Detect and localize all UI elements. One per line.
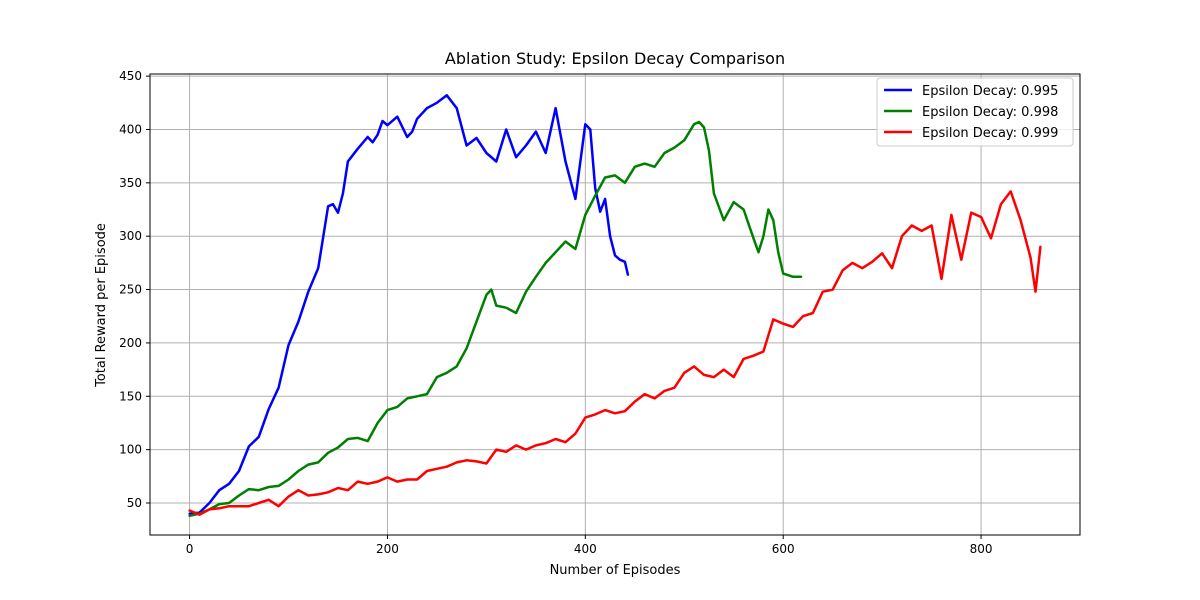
x-tick-label-400: 400 xyxy=(574,542,597,556)
series-line-0 xyxy=(188,94,630,515)
grid-lines xyxy=(150,74,1080,535)
y-tick-label-150: 150 xyxy=(119,389,142,403)
y-tick-label-450: 450 xyxy=(119,69,142,83)
plot-frame xyxy=(149,73,1081,536)
legend-box xyxy=(876,77,1074,147)
x-axis-label: Number of Episodes xyxy=(550,563,681,578)
x-tick-label-0: 0 xyxy=(186,542,194,556)
y-tick-label-100: 100 xyxy=(119,443,142,457)
y-tick-label-400: 400 xyxy=(119,122,142,136)
series-lines xyxy=(188,94,1042,518)
y-tick-label-350: 350 xyxy=(119,176,142,190)
legend-label-0999: Epsilon Decay: 0.999 xyxy=(922,126,1058,141)
x-tick-label-800: 800 xyxy=(970,542,993,556)
legend-label-0995: Epsilon Decay: 0.995 xyxy=(922,84,1058,99)
series-line-1 xyxy=(188,120,803,518)
y-axis-ticks: 50 100 150 200 250 300 350 400 450 xyxy=(119,69,150,510)
x-axis-ticks: 0 200 400 600 800 xyxy=(186,535,993,556)
series-line-2 xyxy=(188,190,1042,516)
y-tick-label-50: 50 xyxy=(127,496,142,510)
legend-label-0998: Epsilon Decay: 0.998 xyxy=(922,105,1058,120)
y-tick-label-200: 200 xyxy=(119,336,142,350)
y-tick-label-300: 300 xyxy=(119,229,142,243)
y-axis-label: Total Reward per Episode xyxy=(94,223,109,388)
x-tick-label-600: 600 xyxy=(772,542,795,556)
chart-title: Ablation Study: Epsilon Decay Comparison xyxy=(445,49,785,68)
x-tick-label-200: 200 xyxy=(376,542,399,556)
legend: Epsilon Decay: 0.995 Epsilon Decay: 0.99… xyxy=(876,77,1074,147)
y-tick-label-250: 250 xyxy=(119,283,142,297)
